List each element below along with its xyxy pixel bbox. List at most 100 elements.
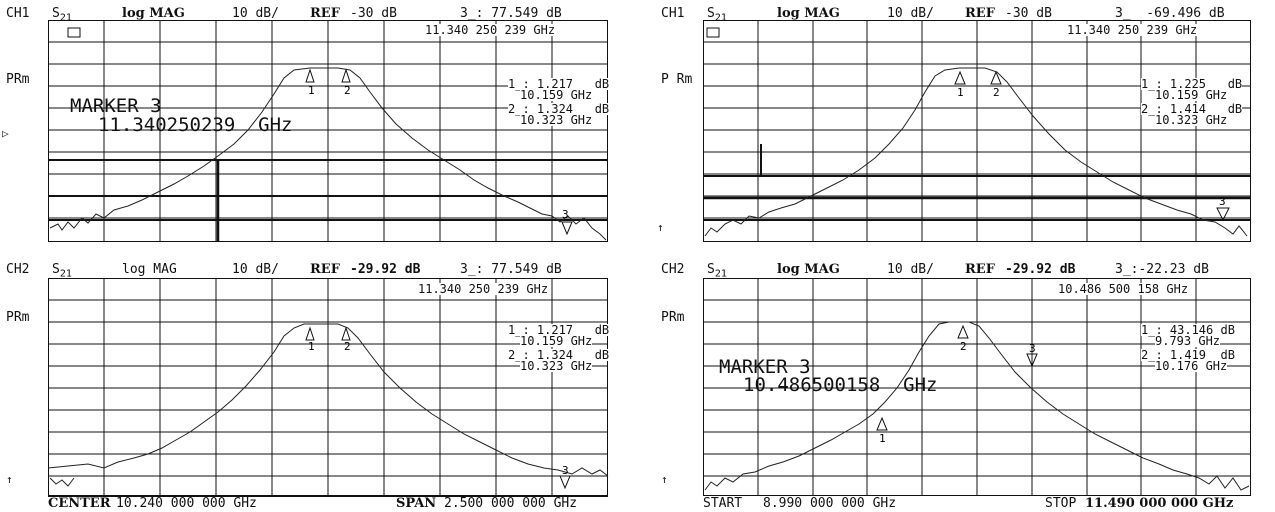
marker-list-1b: 10.159 GHz bbox=[1155, 88, 1228, 102]
marker-readout: 3_ -69.496 dB bbox=[1115, 6, 1225, 21]
marker-list-2a: 2_: 1.414 dB bbox=[1141, 102, 1243, 116]
grid bbox=[703, 20, 1251, 242]
channel-label: CH2 bbox=[6, 262, 30, 277]
marker-list-1b: 10.159 GHz bbox=[520, 88, 593, 102]
param-label: S21 bbox=[52, 262, 72, 280]
param-label: S21 bbox=[707, 6, 727, 24]
ref-value: -30 dB bbox=[350, 6, 397, 21]
marker-2-number: 2 bbox=[344, 84, 351, 97]
marker-1-icon bbox=[305, 326, 315, 341]
channel-label: CH1 bbox=[661, 6, 685, 21]
ref-label: REF bbox=[965, 6, 995, 21]
marker-1-icon bbox=[876, 416, 888, 431]
grid bbox=[703, 278, 1251, 496]
marker-3-icon bbox=[561, 221, 573, 236]
trace bbox=[704, 321, 1250, 491]
marker-big-freq: 10.486500158 GHz bbox=[743, 374, 938, 396]
grid-icon bbox=[67, 27, 81, 38]
marker-list-1a: 1_: 1.217 dB bbox=[508, 77, 610, 91]
marker-3-icon bbox=[1216, 207, 1230, 222]
start-value: 8.990 000 000 GHz bbox=[763, 496, 897, 511]
marker-list-2b: 10.323 GHz bbox=[520, 359, 593, 373]
marker-list-2a: 2_: 1.419 dB bbox=[1141, 348, 1235, 362]
plot-area: 1 2 3 bbox=[703, 20, 1251, 242]
channel-label: CH1 bbox=[6, 6, 30, 21]
scale-label: 10 dB/ bbox=[887, 262, 934, 277]
marker-3-number: 3 bbox=[1029, 342, 1036, 355]
ref-arrow-icon: ↑ bbox=[657, 221, 664, 234]
span-label: SPAN bbox=[396, 496, 437, 511]
ref-label: REF bbox=[310, 262, 340, 277]
trace bbox=[47, 323, 609, 477]
ref-label: REF bbox=[310, 6, 340, 21]
marker-3-number: 3 bbox=[1219, 195, 1226, 208]
center-value: 10.240 000 000 GHz bbox=[116, 496, 257, 511]
trace-noise bbox=[49, 477, 75, 487]
marker-big-freq: 11.340250239 GHz bbox=[98, 114, 293, 136]
format-label: log MAG bbox=[122, 262, 177, 277]
marker-2-icon bbox=[957, 324, 969, 339]
marker-list-2b: 10.323 GHz bbox=[520, 113, 593, 127]
ref-arrow-icon: ▷ bbox=[2, 127, 9, 140]
span-value: 2.500 000 000 GHz bbox=[444, 496, 578, 511]
ref-value: -29.92 dB bbox=[350, 262, 421, 277]
marker-list-1a: 1_: 1.217 dB bbox=[508, 323, 610, 337]
marker-1-number: 1 bbox=[308, 340, 315, 353]
side-label: PRm bbox=[6, 310, 30, 325]
marker-2-number: 2 bbox=[993, 86, 1000, 99]
marker-2-icon bbox=[341, 68, 351, 83]
marker-3-icon bbox=[1026, 353, 1038, 368]
marker-readout: 3_: 77.549 dB bbox=[460, 262, 562, 277]
stop-label: STOP bbox=[1045, 496, 1077, 511]
format-label: log MAG bbox=[122, 6, 185, 21]
marker-2-number: 2 bbox=[960, 340, 967, 353]
marker-list-2b: 10.176 GHz bbox=[1155, 359, 1228, 373]
ref-label: REF bbox=[965, 262, 995, 277]
ref-arrow-icon: ↑ bbox=[661, 473, 668, 486]
marker-list-1b: 9.793 GHz bbox=[1155, 334, 1221, 348]
marker-freq: 10.486 500 158 GHz bbox=[1058, 282, 1189, 296]
marker-list-2a: 2_: 1.324 dB bbox=[508, 102, 610, 116]
marker-list-1a: 1_: 43.146 dB bbox=[1141, 323, 1235, 337]
marker-title: MARKER 3 bbox=[70, 95, 162, 117]
stop-value: 11.490 000 000 GHz bbox=[1085, 496, 1234, 511]
marker-list-1b: 10.159 GHz bbox=[520, 334, 593, 348]
plot-area: 1 2 3 bbox=[703, 278, 1251, 496]
center-label: CENTER bbox=[48, 496, 111, 511]
marker-freq: 11.340 250 239 GHz bbox=[425, 23, 556, 37]
ref-arrow-icon: ↑ bbox=[6, 473, 13, 486]
marker-1-icon bbox=[305, 68, 315, 83]
marker-1-number: 1 bbox=[879, 432, 886, 445]
format-label: log MAG bbox=[777, 6, 840, 21]
param-label: S21 bbox=[52, 6, 72, 24]
marker-readout: 3_: 77.549 dB bbox=[460, 6, 562, 21]
ref-value: -30 dB bbox=[1005, 6, 1052, 21]
side-label: PRm bbox=[6, 72, 30, 87]
marker-3-number: 3 bbox=[562, 464, 569, 477]
marker-3-icon bbox=[559, 475, 571, 490]
grid bbox=[48, 278, 608, 497]
marker-3-number: 3 bbox=[562, 208, 569, 221]
marker-freq: 11.340 250 239 GHz bbox=[418, 282, 549, 296]
scale-label: 10 dB/ bbox=[232, 6, 279, 21]
ref-value: -29.92 dB bbox=[1005, 262, 1076, 277]
side-label: P Rm bbox=[661, 72, 693, 87]
panel-ch1-left: CH1 S21 log MAG 10 dB/ REF -30 dB 3_: 77… bbox=[0, 0, 620, 250]
scale-label: 10 dB/ bbox=[887, 6, 934, 21]
trace bbox=[49, 67, 607, 241]
marker-list-2b: 10.323 GHz bbox=[1155, 113, 1228, 127]
grid-icon bbox=[706, 27, 720, 38]
start-label: START bbox=[703, 496, 743, 511]
plot-area: 1 2 3 bbox=[47, 278, 609, 497]
panel-ch1-right: CH1 S21 log MAG 10 dB/ REF -30 dB 3_ -69… bbox=[655, 0, 1275, 250]
marker-readout: 3_:-22.23 dB bbox=[1115, 262, 1209, 277]
marker-freq: 11.340 250 239 GHz bbox=[1067, 23, 1198, 37]
panel-ch2-left: CH2 S21 log MAG 10 dB/ REF -29.92 dB 3_:… bbox=[0, 256, 620, 512]
marker-1-number: 1 bbox=[957, 86, 964, 99]
format-label: log MAG bbox=[777, 262, 840, 277]
panel-ch2-right: CH2 S21 log MAG 10 dB/ REF -29.92 dB 3_:… bbox=[655, 256, 1275, 512]
param-label: S21 bbox=[707, 262, 727, 280]
trace bbox=[704, 67, 1248, 237]
marker-list-2a: 2_: 1.324 dB bbox=[508, 348, 610, 362]
marker-2-icon bbox=[341, 326, 351, 341]
